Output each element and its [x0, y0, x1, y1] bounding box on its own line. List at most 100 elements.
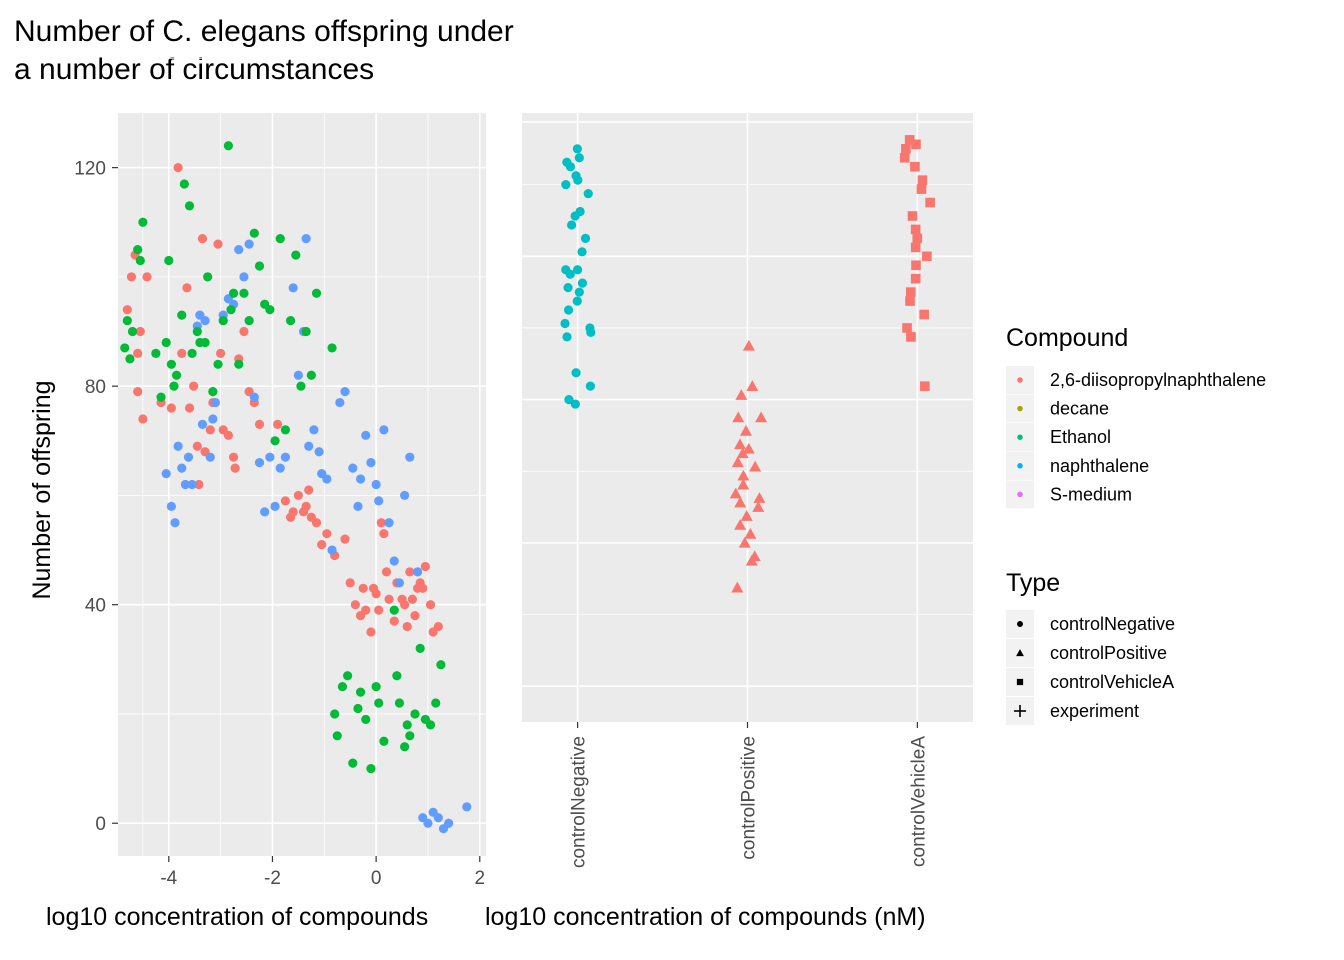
data-point	[125, 354, 135, 364]
data-point	[270, 501, 280, 511]
data-point	[260, 507, 270, 517]
data-point	[194, 479, 204, 490]
legend-compound-label: naphthalene	[1050, 456, 1149, 476]
data-point	[371, 682, 381, 692]
data-point	[749, 460, 762, 472]
data-point	[285, 316, 296, 326]
data-point	[187, 479, 197, 490]
data-point	[234, 244, 244, 255]
data-point	[161, 337, 171, 348]
y-tick-label: 0	[95, 814, 106, 835]
data-point	[374, 496, 384, 506]
data-point	[340, 387, 350, 397]
data-point	[407, 594, 417, 604]
legend-compound: Compound 2,6-diisopropylnaphthalene decane…	[1006, 324, 1266, 509]
data-point	[304, 441, 314, 451]
data-point	[922, 251, 932, 262]
data-point	[350, 600, 360, 610]
right-panel: controlNegative controlPositive controlVeh…	[522, 113, 973, 868]
data-point	[166, 501, 176, 511]
data-point	[418, 583, 428, 593]
data-point	[355, 687, 366, 697]
left-x-tick-label: -2	[264, 868, 281, 889]
data-point	[742, 339, 755, 351]
legend-compound-label: decane	[1050, 399, 1109, 419]
data-point	[570, 211, 580, 221]
data-point	[394, 578, 405, 588]
data-point	[166, 359, 176, 369]
data-point	[213, 359, 223, 369]
data-point	[433, 813, 443, 823]
data-point	[402, 621, 412, 632]
data-point	[905, 287, 916, 297]
data-point	[208, 387, 218, 397]
data-point	[563, 283, 573, 293]
data-point	[234, 359, 244, 369]
data-point	[171, 370, 182, 380]
data-point	[353, 501, 363, 511]
data-point	[164, 255, 174, 266]
data-point	[740, 510, 753, 521]
data-point	[565, 269, 575, 279]
data-point	[738, 536, 751, 548]
left-x-tick-label: 0	[371, 868, 382, 889]
data-point	[737, 478, 750, 490]
legend-type-label: controlPositive	[1050, 643, 1167, 663]
data-point	[228, 288, 239, 298]
data-point	[402, 720, 412, 730]
data-point	[309, 425, 319, 435]
data-point	[183, 452, 194, 462]
data-point	[906, 332, 916, 342]
data-point	[425, 600, 436, 610]
data-point	[133, 387, 143, 397]
data-point	[412, 567, 423, 577]
legend-compound-title: Compound	[1006, 324, 1128, 352]
data-point	[288, 283, 298, 293]
data-point	[400, 742, 410, 752]
data-point	[228, 452, 239, 462]
data-point	[384, 594, 394, 604]
data-point	[376, 518, 386, 528]
data-point	[311, 518, 322, 528]
data-point	[133, 348, 143, 358]
data-point	[205, 425, 215, 435]
data-point	[925, 197, 935, 208]
data-point	[230, 463, 240, 473]
data-point	[184, 201, 195, 211]
data-point	[585, 381, 595, 391]
data-point	[173, 163, 183, 173]
data-point	[249, 228, 259, 238]
data-point	[379, 736, 389, 746]
data-point	[374, 605, 384, 615]
data-point	[394, 698, 405, 708]
data-point	[574, 287, 584, 297]
data-point	[911, 139, 921, 150]
data-point	[293, 370, 303, 380]
data-point	[288, 507, 298, 517]
data-point	[177, 348, 187, 358]
data-point	[572, 296, 582, 306]
data-point	[374, 698, 384, 708]
data-point	[218, 316, 228, 326]
data-point	[574, 153, 584, 163]
data-point	[192, 441, 202, 451]
data-point	[120, 343, 130, 353]
data-point	[126, 272, 137, 282]
data-point	[400, 600, 410, 610]
data-point	[739, 424, 752, 436]
legend-key-swatch	[1017, 434, 1023, 440]
data-point	[122, 316, 132, 326]
y-axis-title: Number of offspring	[28, 380, 56, 599]
data-point	[734, 518, 747, 530]
data-point	[420, 561, 430, 572]
data-point	[187, 348, 197, 358]
data-point	[169, 381, 179, 391]
data-point	[902, 323, 912, 333]
data-point	[361, 714, 371, 725]
data-point	[912, 233, 923, 244]
data-point	[254, 458, 265, 468]
data-point	[431, 698, 441, 708]
data-point	[343, 671, 353, 681]
data-point	[916, 184, 927, 194]
legend-compound-label: Ethanol	[1050, 427, 1111, 447]
